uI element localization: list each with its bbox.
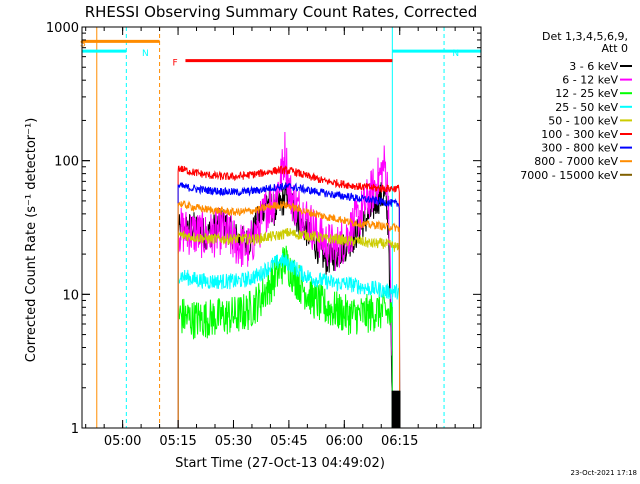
legend-label-8: 7000 - 15000 keV xyxy=(520,169,618,182)
series-line-5 xyxy=(177,164,401,429)
plot-area xyxy=(82,27,481,428)
x-axis-label: Start Time (27-Oct-13 04:49:02) xyxy=(175,456,385,471)
flag-label-2: N xyxy=(452,49,459,59)
axes: 1 10 100 1000 05:00 05:15 05:30 05:45 06:00 06:15 xyxy=(46,21,482,449)
series-line-7 xyxy=(177,200,401,429)
axes-frame xyxy=(81,26,482,429)
y-tick-label-1: 10 xyxy=(62,288,79,303)
x-tick-label-5: 06:15 xyxy=(381,434,418,449)
x-tick-label-2: 05:30 xyxy=(215,434,252,449)
legend-label-3: 25 - 50 keV xyxy=(555,101,618,114)
chart-title: RHESSI Observing Summary Count Rates, Co… xyxy=(85,3,478,21)
legend-label-6: 300 - 800 keV xyxy=(541,142,618,155)
legend-label-5: 100 - 300 keV xyxy=(541,128,618,141)
legend-label-7: 800 - 7000 keV xyxy=(534,155,618,168)
legend-label-0: 3 - 6 keV xyxy=(569,60,618,73)
y-axis-label: Corrected Count Rate (s⁻¹ detector⁻¹) xyxy=(24,118,39,363)
footer-timestamp: 23-Oct-2021 17:18 xyxy=(571,469,637,477)
x-tick-label-3: 05:45 xyxy=(270,434,307,449)
flag-label-1: N xyxy=(142,49,149,59)
legend-label-2: 12 - 25 keV xyxy=(555,87,618,100)
legend-header-0: Det 1,3,4,5,6,9, xyxy=(542,30,628,43)
legend-header-1: Att 0 xyxy=(602,42,628,55)
legend-label-1: 6 - 12 keV xyxy=(562,74,618,87)
legend-label-4: 50 - 100 keV xyxy=(548,114,618,127)
flag-label-3: F xyxy=(172,59,177,69)
series-line-1 xyxy=(177,131,393,429)
flag-bars: S N N F xyxy=(80,39,481,69)
series-line-2 xyxy=(177,245,393,429)
series-line-6 xyxy=(177,182,401,429)
series-line-4 xyxy=(177,227,401,429)
flag-label-0: S xyxy=(80,39,86,49)
y-tick-label-3: 1000 xyxy=(46,21,79,36)
plot-background xyxy=(82,27,481,428)
series-line-3 xyxy=(177,253,401,429)
x-tick-label-4: 06:00 xyxy=(326,434,363,449)
x-tick-label-0: 05:00 xyxy=(104,434,141,449)
y-tick-label-0: 1 xyxy=(71,422,79,437)
x-tick-label-1: 05:15 xyxy=(159,434,196,449)
y-tick-label-2: 100 xyxy=(54,155,79,170)
